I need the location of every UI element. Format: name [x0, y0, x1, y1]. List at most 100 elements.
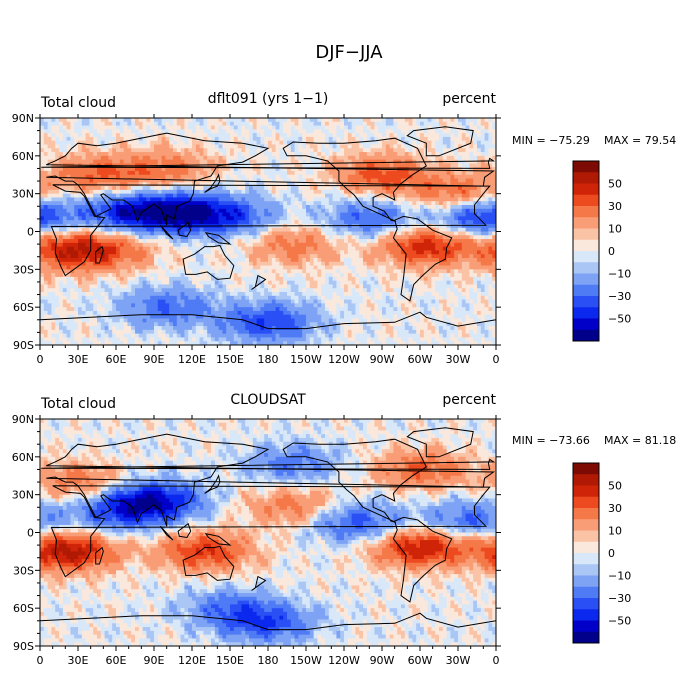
- field-cell: [81, 186, 86, 191]
- field-cell: [127, 205, 132, 210]
- field-cell: [59, 254, 64, 259]
- field-cell: [226, 174, 231, 179]
- field-cell: [100, 208, 105, 213]
- field-cell: [420, 205, 425, 210]
- field-cell: [302, 273, 307, 278]
- field-cell: [401, 144, 406, 149]
- field-cell: [404, 227, 409, 232]
- field-cell: [477, 118, 482, 123]
- field-cell: [154, 239, 159, 244]
- field-cell: [43, 261, 48, 266]
- field-cell: [226, 170, 231, 176]
- field-cell: [157, 205, 162, 210]
- field-cell: [245, 129, 250, 134]
- field-cell: [431, 121, 436, 126]
- field-cell: [317, 265, 322, 270]
- field-cell: [241, 121, 246, 126]
- field-cell: [370, 182, 375, 187]
- field-cell: [173, 216, 178, 221]
- field-cell: [275, 273, 280, 278]
- field-cell: [359, 227, 364, 232]
- field-cell: [100, 265, 105, 270]
- field-cell: [245, 239, 250, 244]
- field-cell: [127, 235, 132, 240]
- field-cell: [165, 178, 170, 183]
- field-cell: [473, 250, 478, 255]
- field-cell: [233, 242, 238, 248]
- field-cell: [408, 121, 413, 126]
- field-cell: [480, 223, 485, 229]
- field-cell: [203, 118, 208, 123]
- field-cell: [199, 189, 204, 195]
- field-cell: [450, 220, 455, 225]
- field-cell: [245, 159, 250, 164]
- field-cell: [199, 273, 204, 278]
- field-cell: [298, 163, 303, 168]
- field-cell: [100, 144, 105, 149]
- field-cell: [408, 223, 413, 229]
- field-cell: [249, 212, 254, 217]
- field-cell: [461, 193, 466, 198]
- field-cell: [313, 201, 318, 206]
- field-cell: [294, 148, 299, 153]
- field-cell: [127, 118, 132, 123]
- field-cell: [97, 155, 102, 161]
- field-cell: [157, 208, 162, 213]
- field-cell: [226, 273, 231, 278]
- field-cell: [169, 129, 174, 134]
- field-cell: [211, 152, 216, 157]
- field-cell: [112, 246, 117, 251]
- field-cell: [374, 144, 379, 149]
- field-cell: [454, 136, 459, 142]
- field-cell: [188, 125, 193, 130]
- field-cell: [161, 155, 166, 161]
- field-cell: [450, 223, 455, 229]
- field-cell: [180, 242, 185, 248]
- field-cell: [123, 174, 128, 179]
- field-cell: [385, 148, 390, 153]
- field-cell: [51, 273, 56, 278]
- field-cell: [363, 163, 368, 168]
- field-cell: [226, 261, 231, 266]
- field-cell: [135, 174, 140, 179]
- field-cell: [249, 242, 254, 248]
- field-cell: [127, 174, 132, 179]
- field-cell: [317, 136, 322, 142]
- field-cell: [420, 121, 425, 126]
- field-cell: [275, 170, 280, 176]
- field-cell: [355, 250, 360, 255]
- field-cell: [192, 197, 197, 202]
- field-cell: [412, 242, 417, 248]
- field-cell: [374, 261, 379, 266]
- field-cell: [108, 155, 113, 161]
- field-cell: [241, 201, 246, 206]
- field-cell: [275, 140, 280, 145]
- field-cell: [146, 227, 151, 232]
- field-cell: [450, 140, 455, 145]
- field-cell: [458, 254, 463, 259]
- field-cell: [161, 174, 166, 179]
- field-cell: [374, 208, 379, 213]
- field-cell: [161, 133, 166, 138]
- field-cell: [100, 239, 105, 244]
- field-cell: [66, 170, 71, 176]
- field-cell: [127, 182, 132, 187]
- field-cell: [70, 159, 75, 164]
- field-cell: [397, 170, 402, 176]
- field-cell: [123, 246, 128, 251]
- field-cell: [287, 170, 292, 176]
- field-cell: [233, 193, 238, 198]
- field-cell: [112, 125, 117, 130]
- field-cell: [492, 246, 496, 251]
- field-cell: [192, 265, 197, 270]
- field-cell: [385, 208, 390, 213]
- field-cell: [268, 242, 273, 248]
- field-cell: [47, 118, 52, 123]
- field-cell: [116, 118, 121, 123]
- field-cell: [389, 170, 394, 176]
- field-cell: [146, 265, 151, 270]
- field-cell: [237, 186, 242, 191]
- field-cell: [112, 220, 117, 225]
- field-cell: [420, 125, 425, 130]
- field-cell: [119, 133, 124, 138]
